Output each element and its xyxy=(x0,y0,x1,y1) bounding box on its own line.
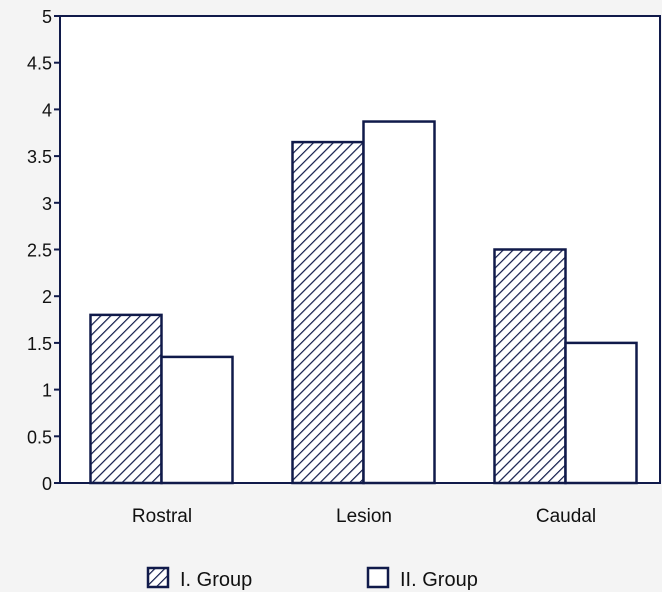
y-tick-label: 2.5 xyxy=(27,241,52,261)
bar-group-1-caudal xyxy=(493,248,567,485)
legend-label-group-1: I. Group xyxy=(180,569,252,591)
bar-group-2-lesion xyxy=(362,120,436,485)
bar-group-2-rostral xyxy=(160,355,234,485)
y-tick-label: 2 xyxy=(42,287,52,307)
y-tick-label: 0.5 xyxy=(27,427,52,447)
y-tick-label: 4 xyxy=(42,100,52,120)
y-tick-label: 1 xyxy=(42,381,52,401)
legend-swatch-group-1 xyxy=(146,566,170,589)
bar-group-1-rostral xyxy=(89,313,163,485)
plot-area: 0 0.5 1 1.5 2 2.5 3 3.5 4 4.5 5 Rostral Lesion Caudal xyxy=(27,7,661,527)
y-tick-label: 0 xyxy=(42,474,52,494)
y-tick-label: 5 xyxy=(42,7,52,27)
legend-label-group-2: II. Group xyxy=(400,569,478,591)
x-category-label: Rostral xyxy=(132,506,192,527)
bar-group-1-lesion xyxy=(291,140,365,485)
y-tick-label: 3 xyxy=(42,194,52,214)
y-tick-label: 3.5 xyxy=(27,147,52,167)
y-tick-label: 4.5 xyxy=(27,54,52,74)
bar-group-2-caudal xyxy=(564,341,638,485)
x-category-label: Caudal xyxy=(536,506,596,527)
legend: I. Group II. Group xyxy=(146,566,478,591)
legend-swatch-group-2 xyxy=(366,566,390,589)
y-tick-label: 1.5 xyxy=(27,334,52,354)
x-category-label: Lesion xyxy=(336,506,392,527)
